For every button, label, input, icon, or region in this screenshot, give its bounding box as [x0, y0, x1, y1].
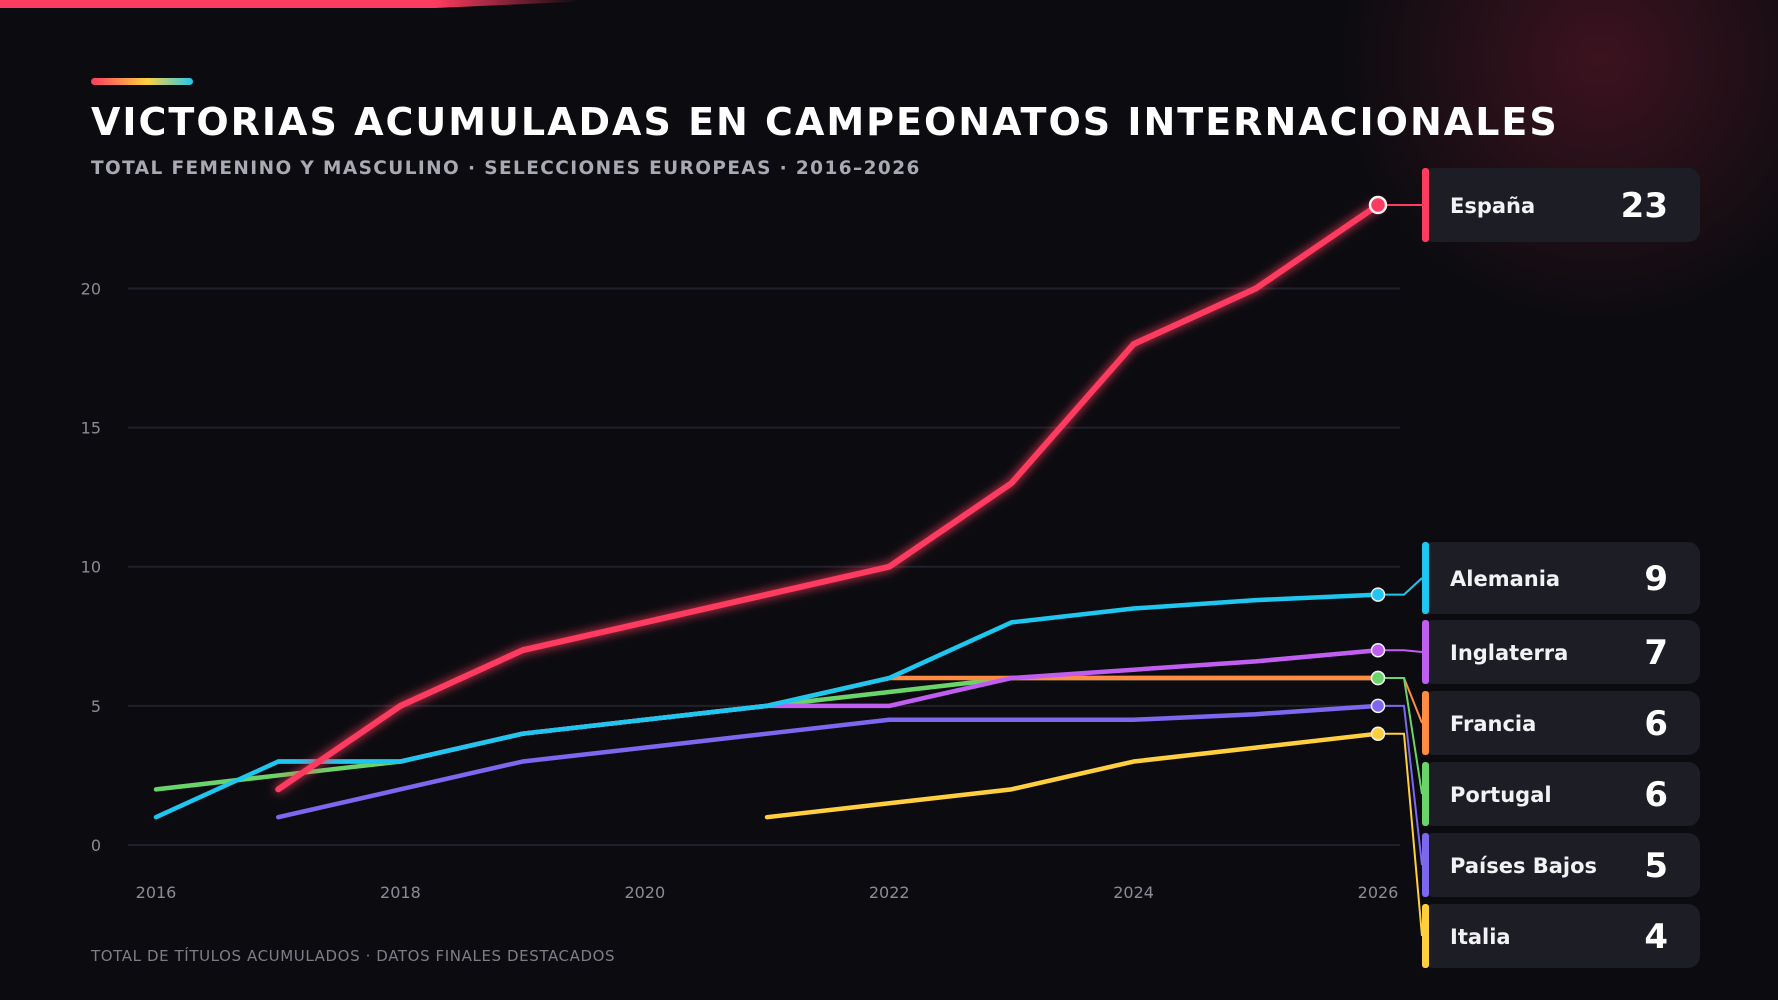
x-tick-label: 2020 — [624, 883, 665, 902]
x-tick-label: 2018 — [380, 883, 421, 902]
title-accent-line — [91, 78, 193, 85]
label-swatch-6 — [1422, 904, 1429, 968]
end-point-4 — [1370, 670, 1386, 686]
series-name-label: Portugal — [1450, 783, 1552, 807]
chart-footer: TOTAL DE TÍTULOS ACUMULADOS · DATOS FINA… — [91, 947, 616, 965]
grid-lines — [128, 287, 1400, 846]
series-value-label: 6 — [1644, 775, 1668, 815]
axis-ticks: 0 5 10 15 20 2016 2018 2020 2022 2024 2026 — [81, 279, 1399, 902]
series-name-label: Francia — [1450, 712, 1536, 736]
series-name-label: Inglaterra — [1450, 641, 1568, 665]
end-point-2 — [1370, 642, 1386, 658]
top-accent-bar — [0, 0, 580, 8]
series-value-label: 6 — [1644, 704, 1668, 744]
label-swatch-1 — [1422, 542, 1429, 614]
leader-line-2 — [1378, 649, 1423, 653]
end-point-5 — [1370, 698, 1386, 714]
series-name-label: Alemania — [1450, 567, 1560, 591]
chart-title: VICTORIAS ACUMULADAS EN CAMPEONATOS INTE… — [91, 100, 1559, 144]
label-box-5 — [1422, 833, 1700, 897]
label-box-0 — [1422, 168, 1700, 242]
series-name-label: Italia — [1450, 925, 1511, 949]
label-box-4 — [1422, 762, 1700, 826]
label-box-1 — [1422, 542, 1700, 614]
x-tick-label: 2024 — [1113, 883, 1154, 902]
series-value-label: 9 — [1644, 559, 1668, 599]
series-value-label: 7 — [1644, 633, 1668, 673]
series-value-label: 4 — [1644, 917, 1668, 957]
label-swatch-2 — [1422, 620, 1429, 684]
leader-line-5 — [1378, 704, 1423, 866]
leader-line-1 — [1378, 577, 1423, 596]
label-swatch-0 — [1422, 168, 1429, 242]
leader-line-6 — [1378, 732, 1423, 937]
series-name-label: Países Bajos — [1450, 854, 1597, 878]
series-line-1 — [153, 592, 1381, 820]
series-value-label: 5 — [1644, 846, 1668, 886]
x-tick-label: 2026 — [1358, 883, 1399, 902]
leader-line-3 — [1378, 677, 1423, 724]
y-tick-label: 15 — [81, 419, 101, 438]
label-box-2 — [1422, 620, 1700, 684]
leader-line-4 — [1378, 677, 1423, 795]
y-tick-label: 5 — [91, 697, 101, 716]
series-name-label: España — [1450, 194, 1535, 218]
x-tick-label: 2016 — [136, 883, 177, 902]
series-line-6 — [764, 731, 1381, 820]
label-swatch-5 — [1422, 833, 1429, 897]
end-point-1 — [1370, 587, 1386, 602]
y-tick-label: 10 — [81, 558, 101, 577]
label-box-6 — [1422, 904, 1700, 968]
label-swatch-4 — [1422, 762, 1429, 826]
series-lines — [153, 202, 1381, 820]
end-point-0 — [1368, 195, 1388, 215]
label-box-3 — [1422, 691, 1700, 755]
series-line-5 — [275, 703, 1381, 820]
y-tick-label: 20 — [81, 279, 101, 298]
chart-subtitle: TOTAL FEMENINO Y MASCULINO · SELECCIONES… — [91, 158, 921, 179]
end-point-6 — [1370, 726, 1386, 741]
label-swatch-3 — [1422, 691, 1429, 755]
end-labels: España 23 Alemania 9 Inglaterra 7 Francia 6 Port… — [1368, 168, 1700, 968]
y-tick-label: 0 — [91, 836, 101, 855]
x-tick-label: 2022 — [869, 883, 910, 902]
series-value-label: 23 — [1621, 186, 1668, 226]
series-line-0 — [275, 202, 1381, 793]
